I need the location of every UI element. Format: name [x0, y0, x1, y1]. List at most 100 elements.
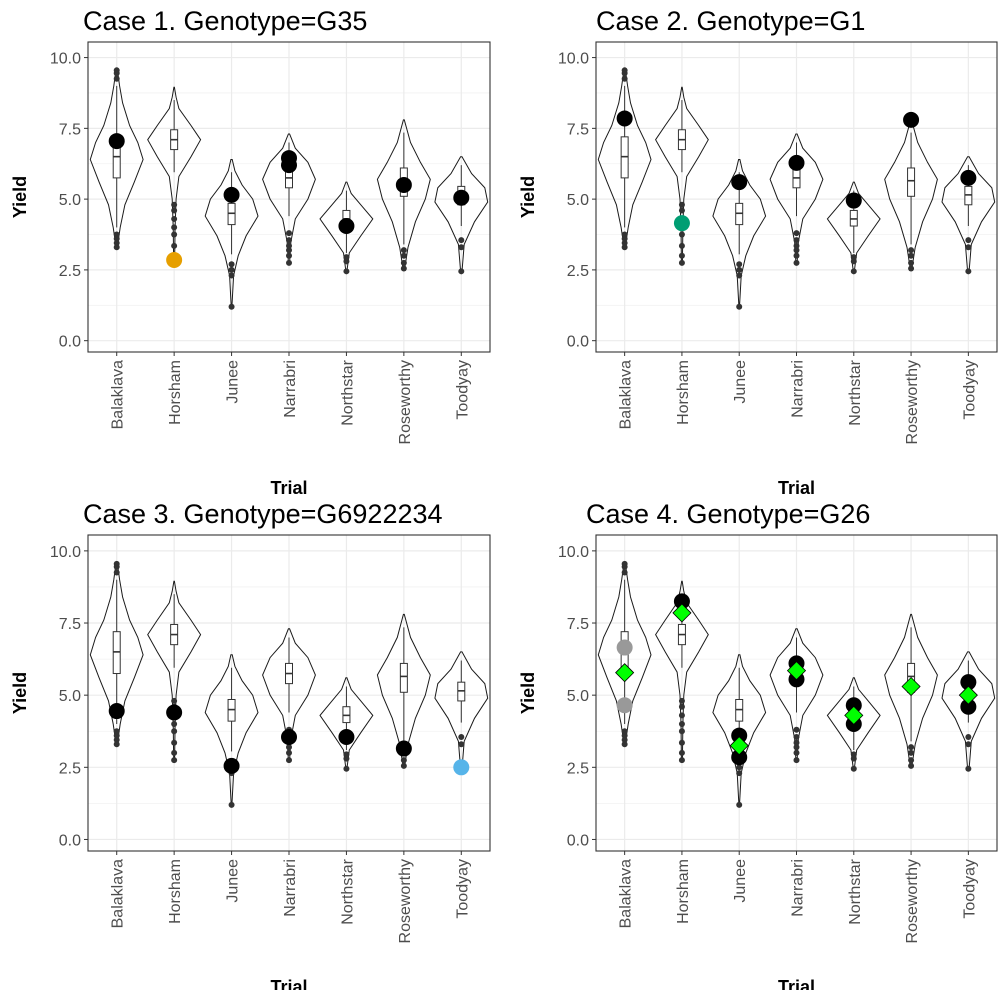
outlier-point — [793, 749, 800, 756]
outlier-point — [965, 765, 972, 772]
outlier-point — [908, 265, 915, 272]
outlier-point — [286, 757, 292, 764]
outlier-point — [171, 224, 178, 231]
outlier-point — [736, 303, 743, 310]
outlier-point — [678, 207, 685, 214]
outlier-point — [793, 726, 800, 733]
outlier-point — [228, 261, 235, 268]
violin-narrabri — [262, 628, 316, 761]
outlier-point — [965, 741, 972, 748]
highlight-point — [108, 133, 125, 150]
outlier-point — [113, 560, 120, 567]
outlier-point — [678, 721, 685, 728]
outlier-point — [965, 268, 972, 275]
outlier-point — [908, 744, 915, 751]
x-tick-label: Horsham — [675, 360, 692, 425]
outlier-point — [908, 259, 915, 266]
outlier-point — [793, 734, 800, 741]
highlight-point — [960, 698, 977, 715]
highlight-point — [338, 729, 355, 746]
outlier-point — [965, 237, 972, 244]
outlier-point — [171, 697, 178, 704]
outlier-point — [171, 201, 178, 208]
outlier-point — [678, 259, 685, 266]
outlier-point — [908, 252, 915, 259]
x-tick-label: Horsham — [675, 859, 692, 924]
outlier-point — [171, 215, 178, 222]
highlight-diamond — [672, 603, 692, 623]
outlier-point — [850, 751, 857, 758]
outlier-point — [171, 749, 178, 756]
outlier-point — [343, 258, 350, 265]
x-tick-label: Narrabri — [282, 859, 299, 917]
y-tick-label: 10.0 — [558, 544, 589, 561]
violin-northstar — [826, 181, 881, 272]
y-tick-label: 2.5 — [59, 263, 81, 280]
outlier-point — [621, 736, 628, 743]
outlier-point — [228, 801, 235, 808]
outlier-point — [965, 734, 972, 741]
violin-toodyay — [941, 156, 996, 272]
y-axis-title: Yield — [518, 672, 538, 714]
box-roseworthy — [907, 167, 916, 197]
outlier-point — [678, 703, 685, 710]
outlier-point — [458, 268, 465, 275]
highlight-diamond — [786, 661, 807, 681]
violin-toodyay — [941, 651, 996, 770]
x-tick-label: Narrabri — [790, 360, 807, 418]
highlight-point — [616, 110, 633, 127]
outlier-point — [113, 75, 120, 82]
highlight-point — [281, 729, 297, 746]
y-tick-label: 5.0 — [567, 688, 589, 705]
violin-horsham — [655, 580, 709, 761]
panel-3: Case 3. Genotype=G6922234 0.0 2.5 5.0 7.5 10.… — [10, 499, 491, 990]
y-tick-label: 2.5 — [59, 760, 81, 777]
panel-1: Case 1. Genotype=G35 0.0 2.5 5.0 7.5 10.0 Bala… — [10, 6, 491, 498]
outlier-point — [286, 259, 292, 266]
outlier-point — [908, 757, 915, 764]
outlier-point — [908, 762, 915, 769]
y-tick-label: 10.0 — [50, 544, 81, 561]
y-tick-label: 0.0 — [59, 832, 81, 849]
outlier-point — [286, 230, 292, 237]
x-axis-title: Trial — [270, 478, 307, 498]
outlier-point — [621, 244, 628, 251]
x-tick-label: Balaklava — [110, 859, 127, 928]
y-tick-label: 10.0 — [50, 51, 81, 68]
highlight-point — [960, 169, 977, 186]
x-tick-label: Junee — [732, 360, 749, 404]
highlight-point — [616, 697, 633, 714]
outlier-point — [850, 765, 857, 772]
outlier-point — [793, 252, 800, 259]
outlier-point — [793, 242, 800, 249]
x-tick-label: Junee — [225, 859, 242, 903]
chart-title: Case 2. Genotype=G1 — [596, 6, 865, 36]
y-tick-label: 5.0 — [59, 688, 81, 705]
highlight-point — [281, 157, 297, 174]
outlier-point — [113, 244, 120, 251]
violin-roseworthy — [884, 613, 938, 767]
outlier-point — [678, 252, 685, 259]
outlier-point — [171, 728, 178, 735]
violin-horsham — [147, 86, 202, 264]
violin-horsham — [147, 580, 202, 761]
highlight-point — [166, 704, 183, 721]
outlier-point — [113, 235, 120, 242]
outlier-point — [793, 744, 800, 751]
violin-roseworthy — [376, 613, 431, 767]
outlier-point — [793, 757, 800, 764]
outlier-point — [171, 721, 178, 728]
violin-narrabri — [769, 628, 824, 761]
x-tick-label: Roseworthy — [904, 360, 921, 444]
outlier-point — [286, 252, 292, 259]
highlight-diamond — [844, 705, 864, 725]
y-tick-label: 5.0 — [567, 192, 589, 209]
violin-narrabri — [262, 133, 316, 264]
outlier-point — [400, 252, 407, 259]
outlier-point — [171, 207, 178, 214]
outlier-point — [400, 757, 407, 764]
outlier-point — [343, 751, 350, 758]
x-tick-label: Toodyay — [961, 360, 978, 420]
outlier-point — [228, 266, 235, 273]
outlier-point — [458, 741, 465, 748]
